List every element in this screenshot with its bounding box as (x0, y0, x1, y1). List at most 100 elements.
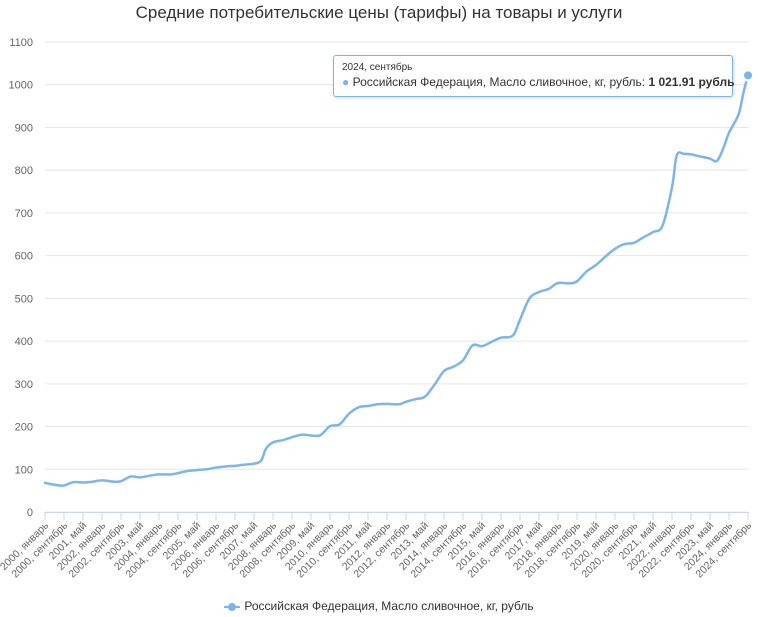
data-point[interactable] (641, 234, 647, 240)
chart-title: Средние потребительские цены (тарифы) на… (135, 3, 623, 22)
data-point[interactable] (99, 477, 105, 483)
data-point[interactable] (396, 401, 402, 407)
series-line[interactable] (43, 74, 750, 487)
data-point[interactable] (650, 229, 656, 235)
tooltip-value: 1 021.91 рубль (648, 75, 735, 89)
data-point[interactable] (489, 339, 495, 345)
data-point[interactable] (631, 240, 637, 246)
data-point[interactable] (622, 241, 628, 247)
data-point[interactable] (289, 434, 295, 440)
data-point[interactable] (384, 401, 390, 407)
data-point[interactable] (232, 463, 238, 469)
data-point[interactable] (413, 396, 419, 402)
data-point[interactable] (194, 467, 200, 473)
data-point[interactable] (498, 335, 504, 341)
hover-marker[interactable] (742, 69, 754, 82)
data-point[interactable] (42, 480, 48, 486)
data-point[interactable] (308, 433, 314, 439)
data-point[interactable] (681, 151, 687, 157)
data-point[interactable] (470, 342, 476, 348)
data-point[interactable] (574, 278, 580, 284)
tooltip: 2024, сентябрь ● Российская Федерация, М… (333, 55, 734, 97)
data-point[interactable] (479, 343, 485, 349)
data-point[interactable] (270, 439, 276, 445)
data-point[interactable] (346, 411, 352, 417)
y-tick-label: 600 (15, 251, 33, 263)
data-point[interactable] (375, 401, 381, 407)
data-point[interactable] (567, 280, 573, 286)
y-tick-label: 700 (15, 208, 33, 220)
data-point[interactable] (258, 458, 264, 464)
data-point[interactable] (156, 471, 162, 477)
data-point[interactable] (422, 394, 428, 400)
y-tick-label: 200 (15, 422, 33, 434)
data-point[interactable] (54, 482, 60, 488)
data-point[interactable] (669, 184, 675, 190)
y-tick-label: 100 (15, 464, 33, 476)
data-point[interactable] (736, 112, 742, 118)
data-point[interactable] (118, 478, 124, 484)
data-point[interactable] (441, 368, 447, 374)
data-point[interactable] (175, 470, 181, 476)
data-point[interactable] (460, 357, 466, 363)
data-point[interactable] (740, 90, 746, 96)
data-point[interactable] (168, 471, 174, 477)
data-point[interactable] (432, 382, 438, 388)
data-point[interactable] (137, 474, 143, 480)
data-point[interactable] (337, 421, 343, 427)
data-point[interactable] (660, 223, 666, 229)
data-point[interactable] (451, 364, 457, 370)
data-point[interactable] (546, 286, 552, 292)
data-point[interactable] (714, 158, 720, 164)
data-point[interactable] (674, 152, 680, 158)
data-point[interactable] (242, 462, 248, 468)
data-point[interactable] (147, 473, 153, 479)
legend-item-label[interactable]: Российская Федерация, Масло сливочное, к… (244, 599, 534, 613)
data-point[interactable] (612, 246, 618, 252)
data-point[interactable] (403, 399, 409, 405)
data-point[interactable] (204, 466, 210, 472)
data-point[interactable] (688, 151, 694, 157)
data-point[interactable] (707, 156, 713, 162)
data-point[interactable] (584, 268, 590, 274)
grid-lines (45, 41, 748, 513)
data-point[interactable] (80, 480, 86, 486)
y-tick-label: 500 (15, 293, 33, 305)
y-axis-ticks: 0 100 200 300 400 500 600 700 800 900 1000 1100 (9, 37, 33, 519)
data-point[interactable] (603, 253, 609, 259)
legend[interactable]: Российская Федерация, Масло сливочное, к… (0, 599, 758, 613)
data-point[interactable] (225, 463, 231, 469)
data-point[interactable] (185, 468, 191, 474)
data-point[interactable] (61, 483, 67, 489)
data-point[interactable] (726, 130, 732, 136)
data-point[interactable] (111, 479, 117, 485)
data-point[interactable] (299, 432, 305, 438)
data-point[interactable] (128, 474, 134, 480)
data-point[interactable] (318, 432, 324, 438)
data-point[interactable] (517, 317, 523, 323)
data-point[interactable] (510, 333, 516, 339)
data-point[interactable] (327, 423, 333, 429)
y-tick-label: 1000 (9, 80, 33, 92)
data-point[interactable] (365, 403, 371, 409)
data-point[interactable] (90, 479, 96, 485)
tooltip-series-label: Российская Федерация, Масло сливочное, к… (352, 75, 649, 89)
data-point[interactable] (263, 446, 269, 452)
data-point[interactable] (721, 143, 727, 149)
data-point[interactable] (356, 404, 362, 410)
data-point[interactable] (536, 289, 542, 295)
data-point[interactable] (251, 461, 257, 467)
tooltip-line: ● Российская Федерация, Масло сливочное,… (342, 74, 734, 90)
y-tick-label: 800 (15, 165, 33, 177)
series-dot-icon: ● (342, 75, 350, 89)
data-point[interactable] (698, 154, 704, 160)
data-point[interactable] (280, 437, 286, 443)
y-tick-label: 1100 (9, 37, 33, 49)
y-tick-label: 400 (15, 336, 33, 348)
data-point[interactable] (593, 262, 599, 268)
data-point[interactable] (527, 295, 533, 301)
data-point[interactable] (71, 479, 77, 485)
data-point[interactable] (213, 465, 219, 471)
data-point[interactable] (555, 280, 561, 286)
